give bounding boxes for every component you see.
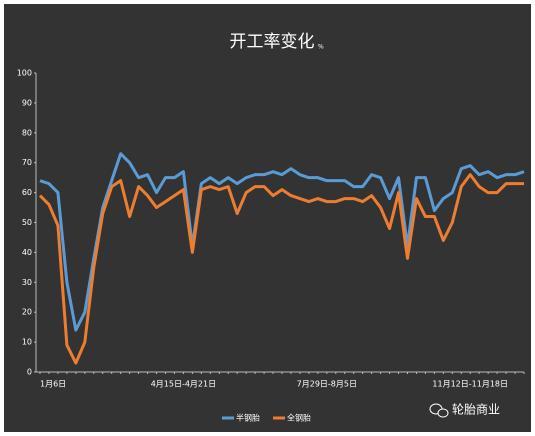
y-tick-label: 70	[22, 158, 32, 167]
y-tick-label: 30	[22, 278, 32, 287]
line-series	[38, 173, 524, 365]
y-tick-label: 20	[22, 308, 32, 317]
chart-background	[4, 4, 531, 432]
line-series	[39, 152, 525, 332]
y-tick-label: 60	[22, 188, 32, 197]
title-unit: %	[318, 44, 324, 51]
y-tick-label: 10	[22, 338, 32, 347]
x-tick-label: 1月6日	[40, 380, 66, 389]
y-tick-label: 80	[22, 128, 32, 137]
x-tick-label: 11月12日-11月18日	[432, 380, 508, 389]
x-tick-label: 7月29日-8月5日	[297, 380, 357, 389]
legend-label: 半钢胎	[236, 413, 260, 423]
watermark-icon	[437, 408, 449, 418]
watermark-text: 轮胎商业	[452, 402, 500, 417]
watermark: 轮胎商业	[429, 402, 500, 418]
chart-title: 开工率变化	[230, 32, 315, 52]
y-tick-label: 100	[17, 69, 32, 78]
legend-label: 全钢胎	[287, 413, 311, 423]
y-tick-label: 50	[22, 218, 32, 227]
y-tick-label: 0	[27, 368, 32, 377]
x-tick-label: 4月15日-4月21日	[151, 380, 216, 389]
y-tick-label: 40	[22, 248, 32, 257]
y-tick-label: 90	[22, 98, 32, 107]
